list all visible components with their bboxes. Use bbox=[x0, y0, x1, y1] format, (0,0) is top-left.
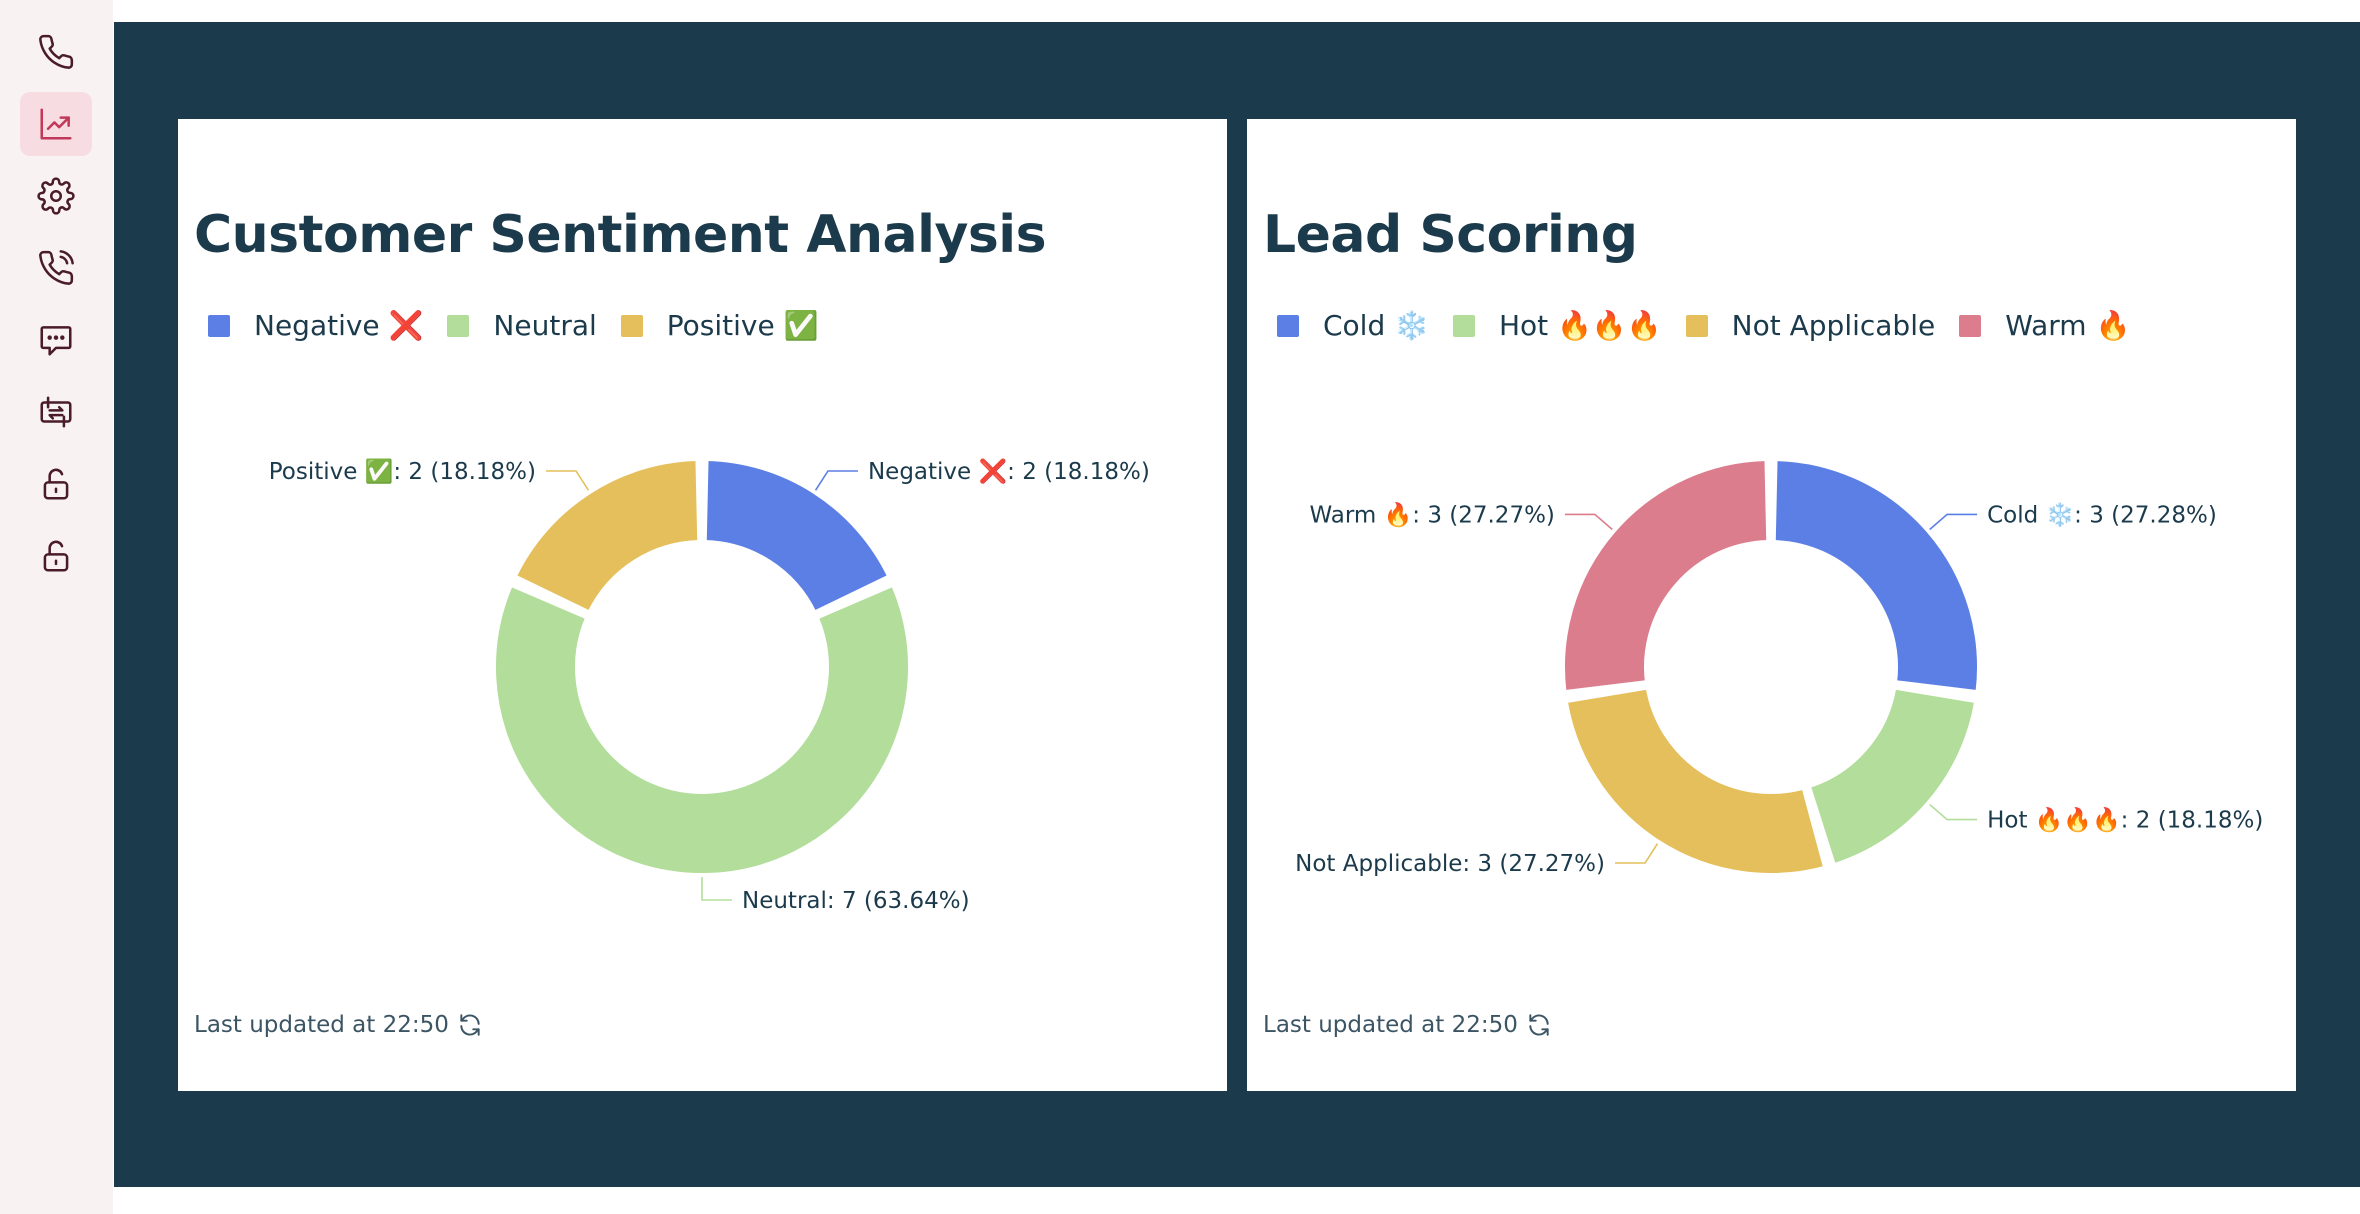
slice-label: Neutral: 7 (63.64%) bbox=[742, 888, 970, 914]
slice-label: Not Applicable: 3 (27.27%) bbox=[1295, 851, 1605, 877]
nav-unlock-alt[interactable] bbox=[20, 524, 92, 588]
slice-label: Hot 🔥🔥🔥: 2 (18.18%) bbox=[1987, 807, 2263, 834]
unlock-icon bbox=[43, 468, 69, 500]
last-updated-text: Last updated at 22:50 bbox=[194, 1012, 449, 1038]
legend-label: Not Applicable bbox=[1731, 309, 1936, 342]
phone-call-icon bbox=[39, 250, 74, 285]
legend-swatch bbox=[1959, 314, 1982, 337]
nav-unlock[interactable] bbox=[20, 452, 92, 516]
legend-swatch bbox=[620, 314, 643, 337]
nav-settings[interactable] bbox=[20, 164, 92, 228]
last-updated: Last updated at 22:50 bbox=[1263, 1012, 1552, 1038]
sidebar bbox=[0, 0, 113, 1214]
legend-label: Warm 🔥 bbox=[2005, 309, 2131, 342]
sentiment-card: Customer Sentiment Analysis Negative ❌ N… bbox=[178, 119, 1227, 1091]
nav-calls[interactable] bbox=[20, 236, 92, 300]
pie-slice[interactable] bbox=[512, 457, 702, 615]
last-updated-text: Last updated at 22:50 bbox=[1263, 1012, 1518, 1038]
refresh-icon[interactable] bbox=[1526, 1012, 1552, 1038]
legend-item-cold[interactable]: Cold ❄️ bbox=[1277, 309, 1429, 342]
nav-transfers[interactable] bbox=[20, 380, 92, 444]
donut-chart: Cold ❄️: 3 (27.28%) Hot 🔥🔥🔥: 2 (18.18%) No… bbox=[1295, 457, 2263, 877]
legend-swatch bbox=[1277, 314, 1299, 337]
pie-slice[interactable] bbox=[492, 582, 912, 877]
chat-icon bbox=[40, 326, 72, 356]
legend-label: Negative ❌ bbox=[254, 309, 424, 342]
legend-label: Neutral bbox=[493, 309, 597, 342]
gear-icon bbox=[37, 177, 75, 215]
chart-legend: Cold ❄️ Hot 🔥🔥🔥 Not Applicable Warm 🔥 bbox=[1277, 309, 2154, 342]
pie-slice[interactable] bbox=[702, 457, 892, 615]
label-leader-line bbox=[814, 470, 858, 491]
dashboard-area: Customer Sentiment Analysis Negative ❌ N… bbox=[114, 22, 2360, 1187]
legend-item-positive[interactable]: Positive ✅ bbox=[620, 309, 819, 342]
refresh-icon[interactable] bbox=[457, 1012, 483, 1038]
chart-trend-icon bbox=[40, 108, 72, 140]
legend-label: Cold ❄️ bbox=[1323, 309, 1429, 342]
card-title: Lead Scoring bbox=[1263, 205, 1638, 265]
nav-messages[interactable] bbox=[20, 308, 92, 372]
legend-item-not-applicable[interactable]: Not Applicable bbox=[1685, 309, 1936, 342]
donut-chart: Negative ❌: 2 (18.18%) Neutral: 7 (63.64%… bbox=[269, 457, 1150, 914]
pie-slice[interactable] bbox=[1771, 457, 1981, 695]
legend-swatch bbox=[1685, 314, 1708, 337]
slice-label: Cold ❄️: 3 (27.28%) bbox=[1987, 501, 2217, 528]
lead-scoring-card: Lead Scoring Cold ❄️ Hot 🔥🔥🔥 Not Applica… bbox=[1247, 119, 2296, 1091]
label-leader-line bbox=[1929, 513, 1978, 531]
legend-item-neutral[interactable]: Neutral bbox=[447, 309, 597, 342]
legend-swatch bbox=[1453, 314, 1475, 337]
nav-analytics[interactable] bbox=[20, 92, 92, 156]
unlock-alt-icon bbox=[43, 540, 69, 572]
legend-item-warm[interactable]: Warm 🔥 bbox=[1959, 309, 2130, 342]
card-title: Customer Sentiment Analysis bbox=[194, 205, 1047, 265]
phone-icon bbox=[39, 34, 74, 69]
label-leader-line bbox=[546, 470, 590, 491]
pie-slice[interactable] bbox=[1561, 457, 1771, 695]
last-updated: Last updated at 22:50 bbox=[194, 1012, 483, 1038]
nav-phone[interactable] bbox=[20, 20, 92, 84]
slice-label: Negative ❌: 2 (18.18%) bbox=[868, 458, 1150, 485]
legend-item-hot[interactable]: Hot 🔥🔥🔥 bbox=[1453, 309, 1662, 342]
legend-swatch bbox=[208, 314, 230, 337]
pie-slice[interactable] bbox=[1563, 685, 1828, 877]
legend-label: Positive ✅ bbox=[666, 309, 819, 342]
label-leader-line bbox=[701, 877, 732, 901]
transfer-icon bbox=[40, 396, 72, 428]
slice-label: Positive ✅: 2 (18.18%) bbox=[269, 458, 536, 485]
pie-slice[interactable] bbox=[1806, 685, 1979, 868]
label-leader-line bbox=[1564, 513, 1613, 531]
legend-label: Hot 🔥🔥🔥 bbox=[1499, 309, 1662, 342]
label-leader-line bbox=[1615, 843, 1659, 864]
legend-item-negative[interactable]: Negative ❌ bbox=[208, 309, 423, 342]
slice-label: Warm 🔥: 3 (27.27%) bbox=[1309, 501, 1554, 528]
label-leader-line bbox=[1929, 803, 1978, 821]
chart-legend: Negative ❌ Neutral Positive ✅ bbox=[208, 309, 842, 342]
legend-swatch bbox=[447, 314, 470, 337]
